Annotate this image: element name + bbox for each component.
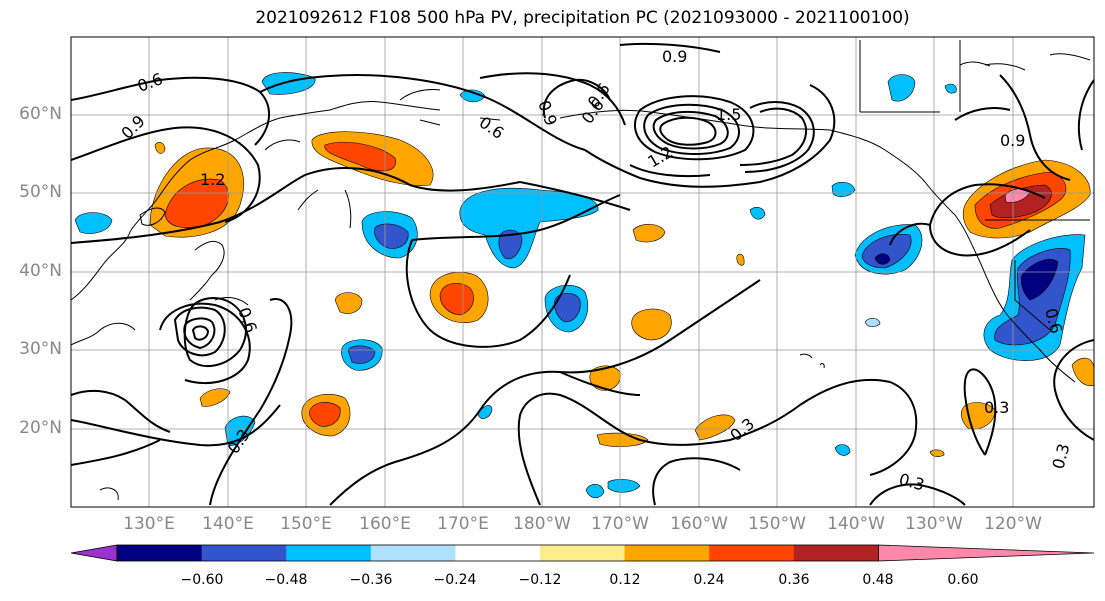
contour-label: 0.6 [135, 69, 165, 96]
lon-label: 140°E [202, 514, 254, 534]
precip-positive-blob [439, 282, 474, 316]
lon-label: 150°W [748, 514, 806, 534]
graticule [71, 37, 1094, 507]
contour-label: 0.6 [234, 305, 261, 335]
lon-label: 170°W [591, 514, 649, 534]
precip-negative-blob [459, 187, 599, 269]
precip-negative-blob [861, 234, 912, 269]
contour-label: 0.9 [117, 111, 148, 142]
colorbar-tick-label: 0.24 [693, 572, 725, 588]
colorbar-tick-label: −0.12 [518, 572, 562, 588]
precip-negative-blob [477, 405, 493, 419]
contour-label: 0.9 [1000, 131, 1025, 150]
precip-negative-blob [834, 444, 851, 456]
contour-label: 0.3 [1049, 442, 1074, 472]
colorbar-frame [116, 544, 879, 562]
precip-negative-blob [554, 292, 581, 323]
precip-positive-blob [334, 292, 363, 314]
precip-negative-blob [831, 181, 856, 197]
colorbar-tick-label: −0.60 [180, 572, 224, 588]
contour-label: 0.6 [476, 113, 508, 143]
lon-label: 170°E [437, 514, 489, 534]
lon-label: 160°W [670, 514, 728, 534]
precip-positive-blob [929, 449, 945, 457]
precip-negative-blob [585, 483, 605, 499]
colorbar-tick-label: −0.36 [349, 572, 393, 588]
lon-label: 180°W [513, 514, 571, 534]
precip-positive-blob [694, 414, 736, 441]
precip-positive-blob [632, 223, 666, 243]
precip-positive-blob [1071, 357, 1094, 386]
lat-label: 50°N [19, 182, 62, 202]
colorbar-tick-label: −0.24 [433, 572, 477, 588]
precip-negative-blob [749, 206, 766, 220]
colorbar-tick-label: 0.36 [778, 572, 810, 588]
colorbar-segment [793, 545, 879, 561]
precip-negative-blob [1020, 258, 1059, 301]
lon-label: 120°W [984, 514, 1042, 534]
lon-label: 130°W [905, 514, 963, 534]
lat-label: 60°N [19, 104, 62, 124]
precip-negative-blob [874, 253, 891, 265]
precip-positive-blob [154, 141, 166, 154]
precip-negative-blob [374, 223, 409, 249]
colorbar-extend-min [70, 544, 118, 562]
coastlines [71, 40, 1091, 501]
contour-label: 0.3 [897, 470, 927, 495]
lat-label: 40°N [19, 261, 62, 281]
contour-label: 0.9 [662, 47, 687, 66]
colorbar-segment [117, 545, 203, 561]
precip-negative-blob [224, 415, 256, 446]
colorbar-tick-label: 0.60 [947, 572, 979, 588]
colorbar-segment [540, 545, 626, 561]
precip-positive-blob [309, 401, 341, 427]
colorbar-tick-label: −0.48 [264, 572, 308, 588]
precip-negative-blob [261, 72, 316, 95]
colorbar [70, 544, 1095, 562]
lat-label: 30°N [19, 339, 62, 359]
precip-positive-blob [736, 253, 745, 266]
colorbar-segment [370, 545, 456, 561]
precip-negative-blob [607, 479, 641, 493]
colorbar-extend-max [878, 544, 1095, 562]
precip-positive-blob [631, 308, 672, 341]
precip-positive-blob [324, 142, 397, 172]
lon-label: 140°W [827, 514, 885, 534]
precip-positive-blob [596, 432, 649, 447]
precip-negative-blob [864, 318, 881, 328]
precip-negative-blob [498, 229, 523, 260]
contour-labels: 0.6 0.9 1.2 0.6 0.9 0.6 0.6 0.9 1.5 1.2 … [117, 47, 1073, 494]
contour-label: 0.3 [984, 398, 1009, 417]
colorbar-segment [624, 545, 710, 561]
contour-label: 0.9 [534, 98, 561, 128]
map-title: 2021092612 F108 500 hPa PV, precipitatio… [255, 8, 910, 28]
precip-negative-blob [74, 212, 113, 234]
precip-fills [74, 72, 1094, 499]
lat-label: 20°N [19, 418, 62, 438]
contour-label: 1.2 [645, 142, 677, 171]
colorbar-segment [455, 545, 541, 561]
colorbar-tick-label: 0.48 [862, 572, 894, 588]
contour-label: 1.5 [716, 105, 741, 124]
colorbar-tick-label: 0.12 [609, 572, 641, 588]
pv-contours [71, 42, 1094, 506]
lon-label: 150°E [280, 514, 332, 534]
precip-negative-blob [944, 83, 957, 94]
map-frame [70, 36, 1095, 508]
map-body: 0.6 0.9 1.2 0.6 0.9 0.6 0.6 0.9 1.5 1.2 … [71, 37, 1094, 507]
precip-positive-blob [199, 388, 231, 407]
lon-label: 160°E [359, 514, 411, 534]
lon-label: 130°E [123, 514, 175, 534]
colorbar-segment [286, 545, 372, 561]
colorbar-segment [201, 545, 287, 561]
precip-negative-blob [887, 74, 916, 102]
contour-label: 1.2 [200, 170, 225, 189]
colorbar-segment [709, 545, 795, 561]
